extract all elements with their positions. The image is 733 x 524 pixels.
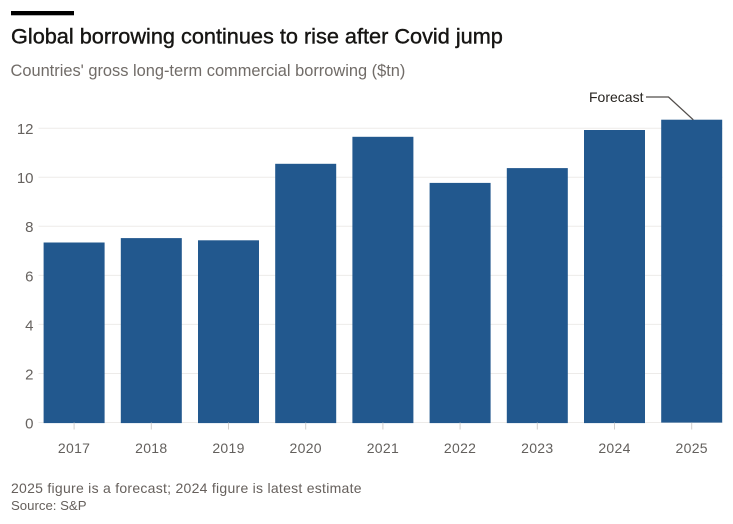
svg-text:2: 2	[25, 366, 33, 383]
svg-text:4: 4	[25, 317, 33, 334]
svg-text:2017: 2017	[58, 440, 90, 456]
svg-text:Forecast: Forecast	[589, 89, 644, 105]
svg-text:12: 12	[17, 121, 34, 138]
svg-text:10: 10	[17, 170, 34, 187]
svg-text:2023: 2023	[521, 440, 553, 456]
svg-text:2019: 2019	[212, 440, 244, 456]
svg-text:2022: 2022	[444, 440, 476, 456]
svg-text:Countries' gross long-term com: Countries' gross long-term commercial bo…	[11, 62, 406, 80]
svg-text:2021: 2021	[367, 440, 399, 456]
svg-text:Global borrowing continues to: Global borrowing continues to rise after…	[11, 24, 503, 49]
svg-text:8: 8	[25, 219, 33, 236]
svg-text:0: 0	[25, 415, 33, 432]
svg-text:2018: 2018	[135, 440, 167, 456]
svg-text:2024: 2024	[598, 440, 630, 456]
svg-text:6: 6	[25, 268, 33, 285]
svg-text:2020: 2020	[290, 440, 322, 456]
svg-text:Source: S&P: Source: S&P	[11, 498, 87, 513]
svg-text:2025 figure is a forecast; 202: 2025 figure is a forecast; 2024 figure i…	[11, 480, 362, 496]
svg-text:2025: 2025	[676, 440, 708, 456]
